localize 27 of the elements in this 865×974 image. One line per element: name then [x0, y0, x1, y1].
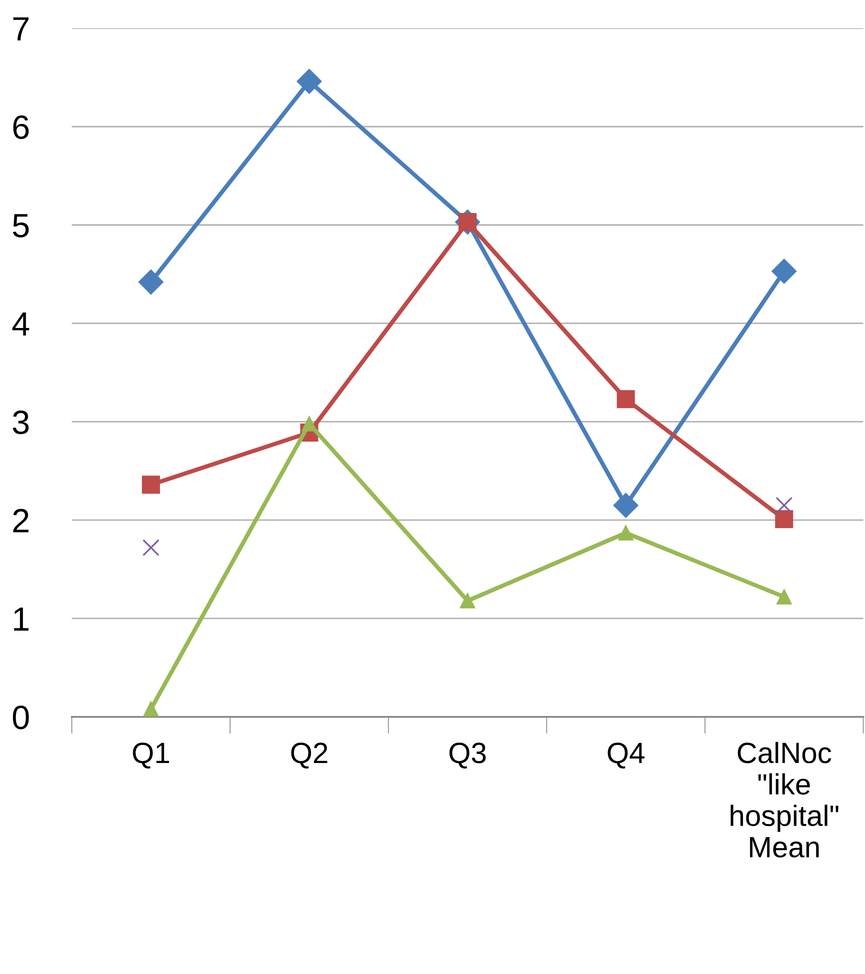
- point: [302, 416, 317, 432]
- y-tick-label: 0: [12, 706, 29, 730]
- y-tick-label: 6: [13, 115, 29, 140]
- y-tick-label: 1: [14, 608, 29, 631]
- x-tick-label: Q1: [132, 742, 169, 769]
- point: [775, 510, 794, 528]
- point: [138, 270, 164, 295]
- point: [616, 390, 635, 408]
- x-tick-label: CalNoc "like hospital" Mean: [730, 742, 838, 858]
- point: [618, 525, 634, 541]
- x-tick-label: Q4: [608, 742, 644, 769]
- point: [772, 258, 797, 284]
- point: [142, 539, 160, 556]
- point: [296, 68, 322, 94]
- y-tick-label: 3: [12, 410, 29, 434]
- point: [460, 593, 476, 608]
- x-tick-label: Q3: [449, 742, 486, 769]
- point: [776, 496, 793, 514]
- y-tick-label: 4: [12, 312, 30, 336]
- point: [142, 476, 160, 494]
- point: [776, 589, 792, 604]
- y-tick-label: 2: [13, 508, 28, 532]
- x-tick-label: Q2: [291, 742, 328, 769]
- point: [143, 701, 159, 717]
- y-tick-label: 5: [12, 214, 29, 238]
- y-tick-label: 7: [13, 17, 28, 40]
- point: [613, 492, 638, 518]
